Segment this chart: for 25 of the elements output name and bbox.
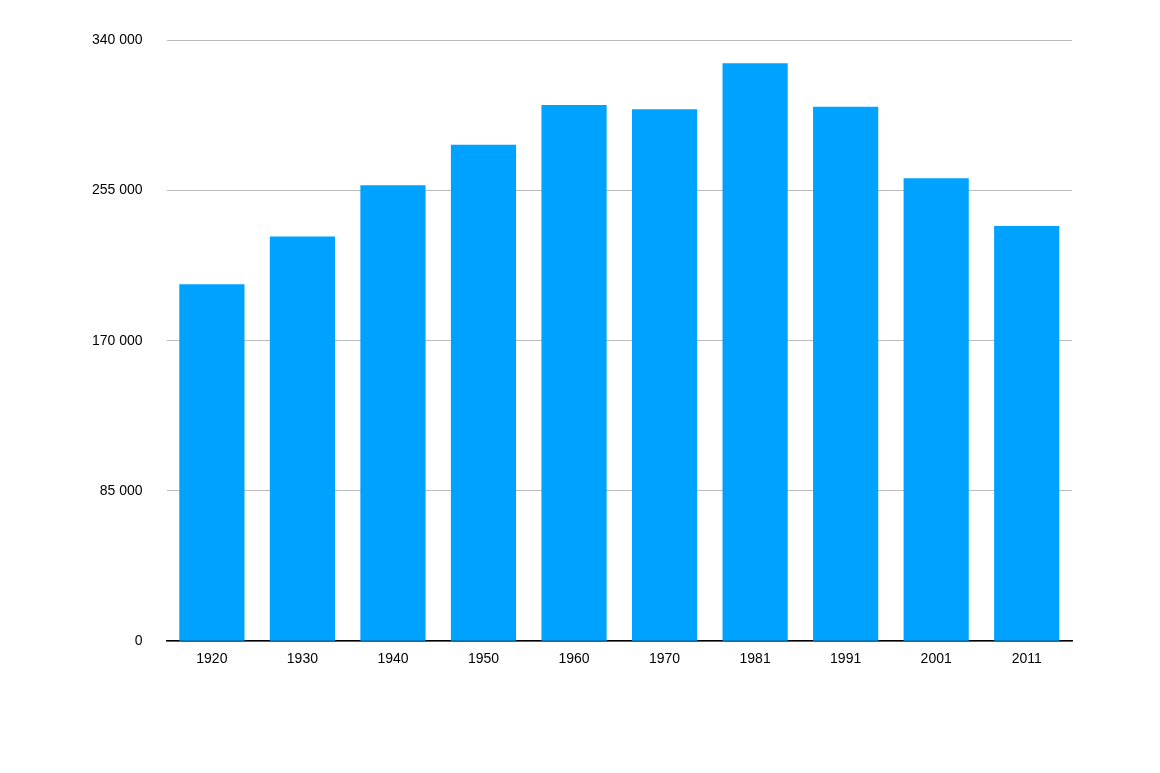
x-tick-label: 1950 (467, 650, 500, 667)
bar (994, 225, 1060, 641)
x-tick-label: 1920 (196, 650, 228, 667)
x-tick-label: 1991 (830, 650, 862, 667)
bar (179, 284, 245, 641)
x-tick-label: 2001 (920, 650, 952, 667)
x-tick-label: 2011 (1011, 650, 1042, 667)
y-tick-label: 340 000 (92, 31, 143, 48)
bar (541, 104, 607, 641)
bar (903, 178, 969, 641)
bar (360, 185, 426, 641)
y-tick-label: 170 000 (92, 331, 143, 348)
bar (450, 144, 517, 641)
x-tick-label: 1970 (648, 650, 681, 667)
x-tick-label: 1930 (286, 650, 319, 667)
y-tick-label: 0 (134, 632, 143, 649)
x-tick-label: 1960 (558, 650, 590, 667)
bar (269, 236, 336, 641)
x-tick-label: 1940 (377, 650, 409, 667)
y-tick-label: 85 000 (99, 481, 143, 498)
bar (722, 63, 788, 641)
bar (631, 109, 698, 641)
y-tick-label: 255 000 (92, 181, 143, 198)
bar (813, 106, 879, 641)
x-tick-label: 1981 (739, 650, 771, 667)
